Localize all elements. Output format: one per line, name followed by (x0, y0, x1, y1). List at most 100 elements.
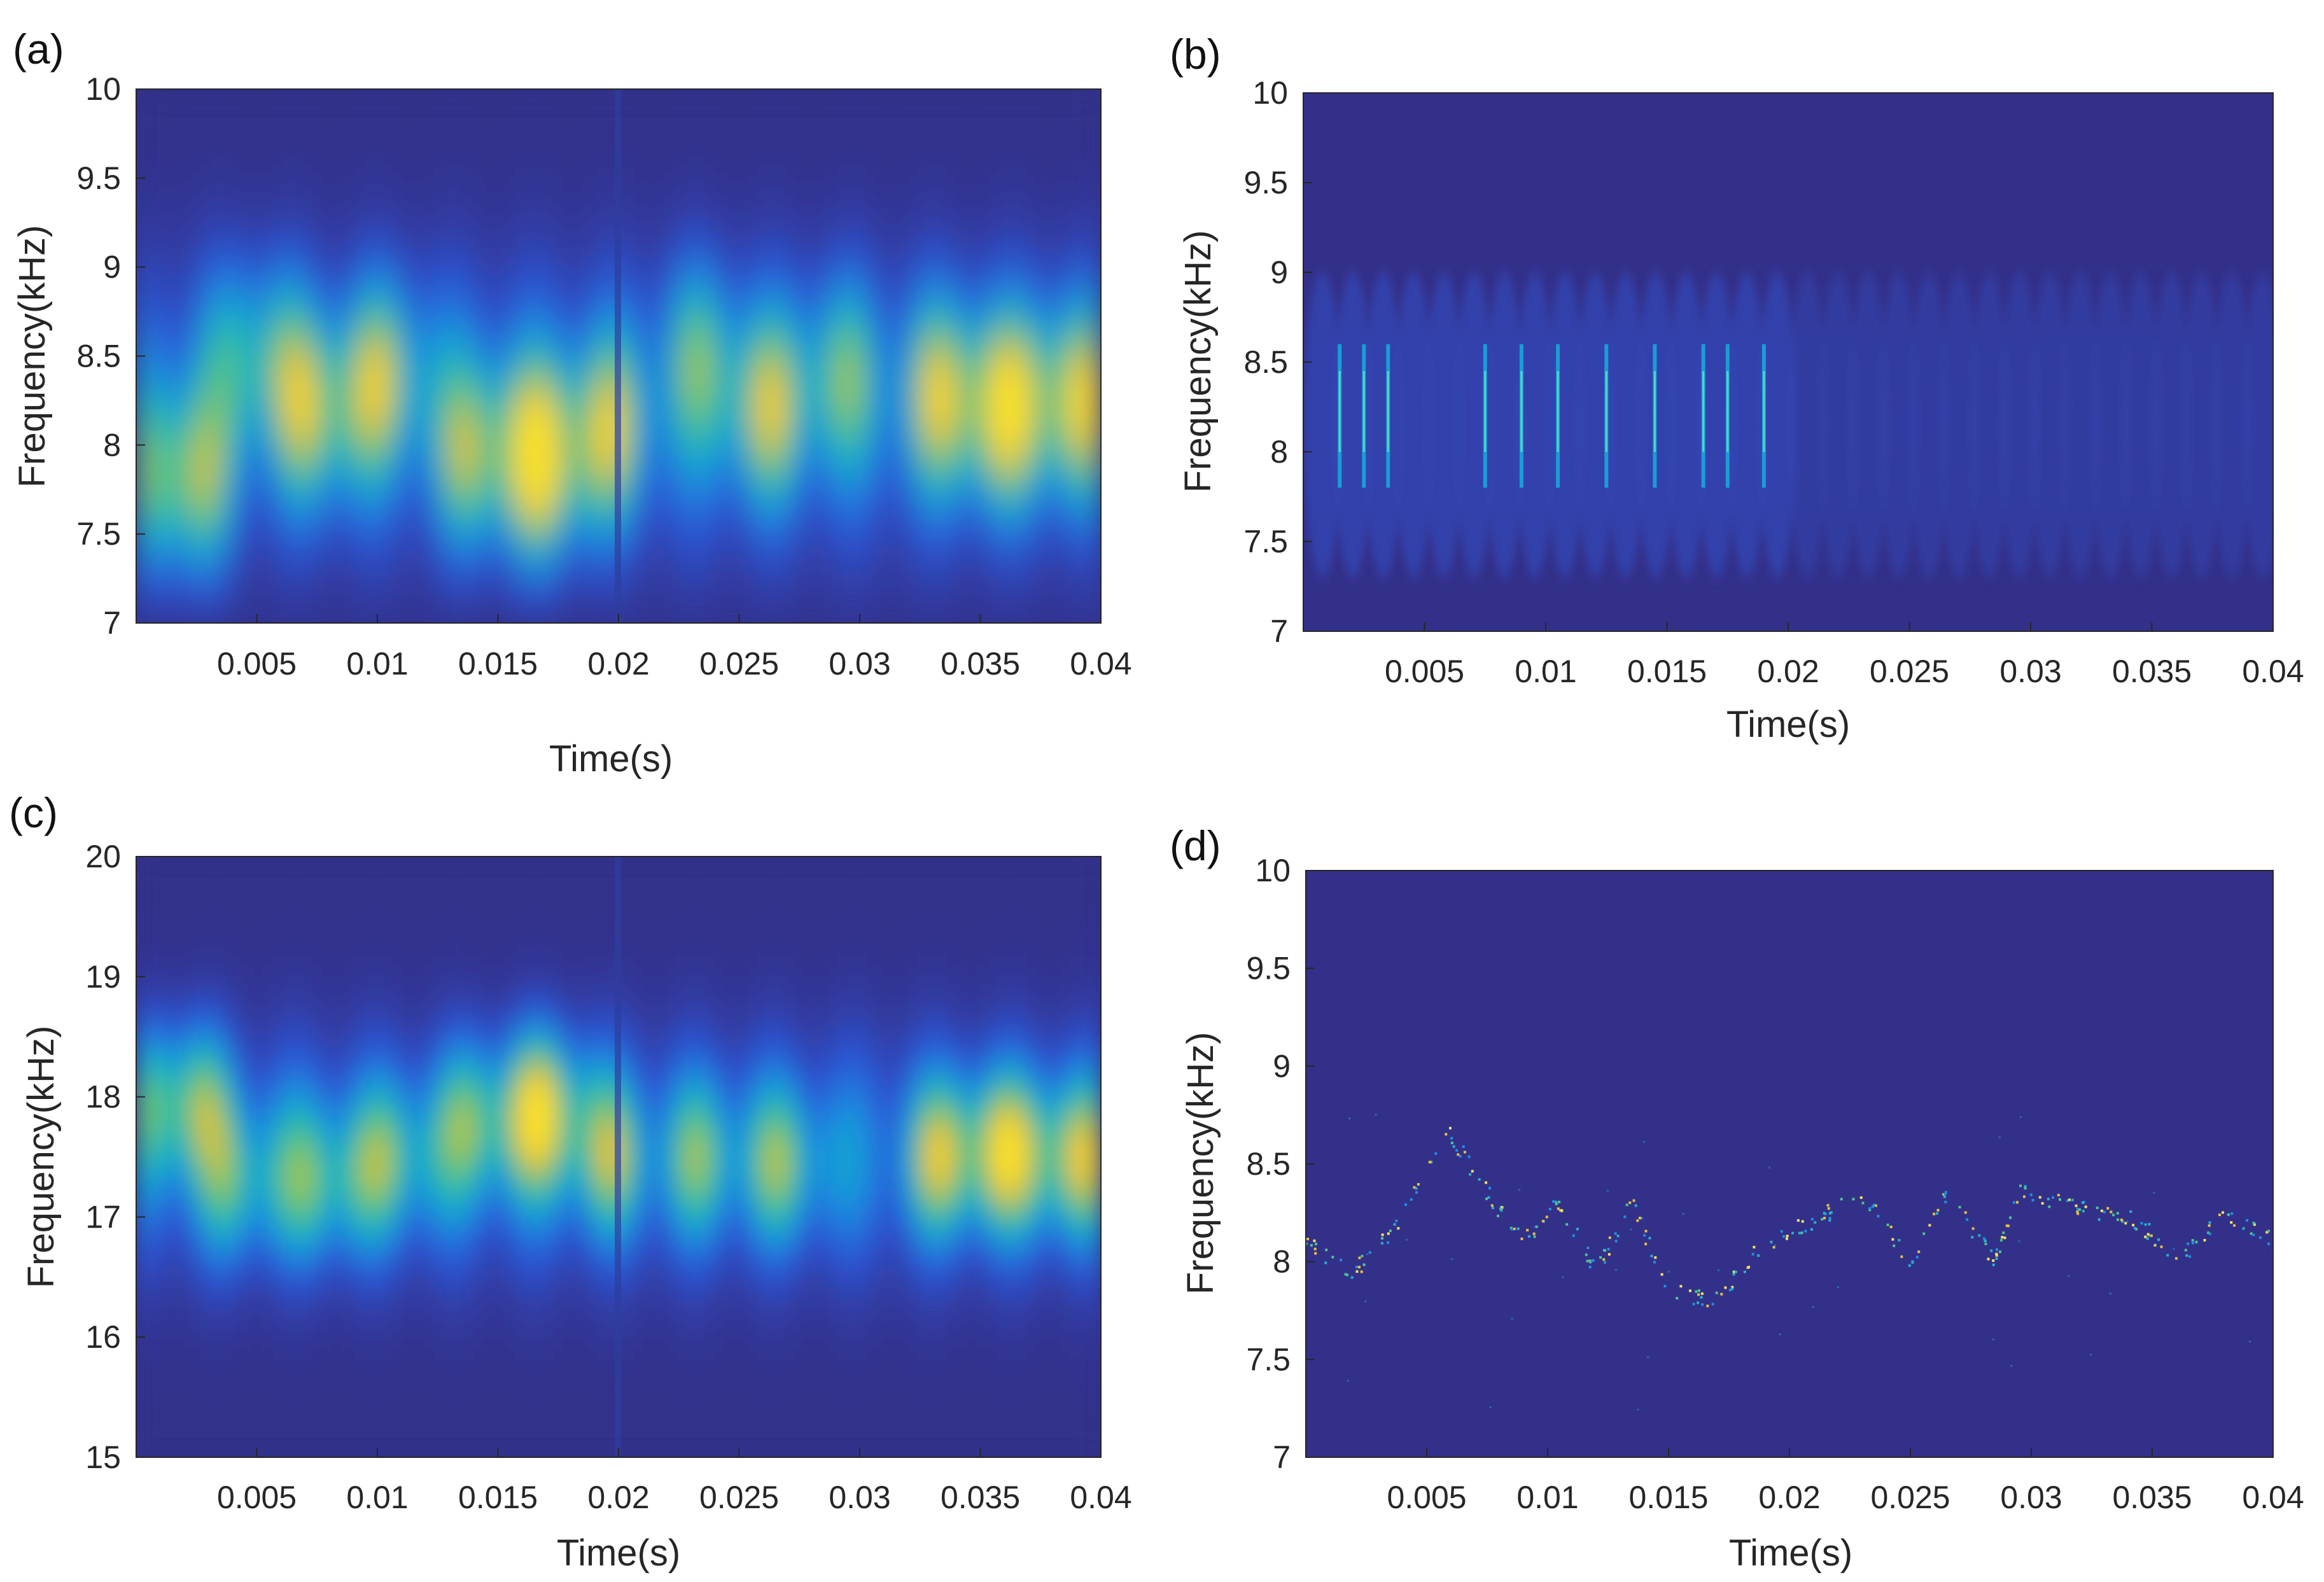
heatmap-cell (345, 409, 354, 419)
heatmap-cell (514, 543, 523, 553)
heatmap-cell (594, 178, 603, 188)
heatmap-cell (265, 240, 274, 250)
heatmap-cell (489, 204, 499, 214)
heatmap-cell (586, 284, 596, 295)
heatmap-cell (144, 98, 153, 108)
heatmap-cell (168, 142, 178, 152)
heatmap-cell (409, 596, 419, 606)
heatmap-cell (795, 195, 804, 206)
heatmap-cell (723, 116, 732, 125)
heatmap-cell (329, 258, 338, 268)
heatmap-cell (506, 98, 515, 108)
heatmap-cell (232, 89, 242, 99)
heatmap-cell (200, 133, 209, 143)
heatmap-cell (739, 534, 748, 544)
heatmap-cell (305, 454, 314, 464)
heatmap-cell (795, 98, 804, 108)
heatmap-cell (200, 204, 209, 214)
heatmap-cell (369, 240, 378, 250)
heatmap-cell (417, 89, 426, 99)
heatmap-cell (498, 293, 507, 304)
heatmap-cell (265, 534, 274, 544)
heatmap-cell (755, 276, 764, 286)
heatmap-cell (136, 195, 145, 206)
heatmap-cell (216, 107, 225, 116)
heatmap-cell (216, 605, 225, 615)
heatmap-cell (659, 596, 668, 606)
heatmap-cell (731, 561, 740, 571)
heatmap-cell (297, 472, 306, 482)
heatmap-cell (538, 169, 547, 179)
heatmap-cell (586, 516, 596, 526)
heatmap-cell (442, 284, 451, 295)
heatmap-cell (256, 195, 266, 206)
heatmap-cell (449, 124, 459, 134)
heatmap-cell (771, 561, 780, 571)
heatmap-cell (297, 356, 306, 366)
heatmap-cell (458, 195, 466, 206)
heatmap-cell (144, 516, 153, 526)
heatmap-cell (570, 489, 579, 500)
heatmap-cell (659, 570, 668, 580)
heatmap-cell (377, 142, 386, 152)
heatmap-cell (522, 614, 531, 623)
heatmap-cell (232, 578, 242, 589)
heatmap-cell (570, 98, 579, 108)
heatmap-cell (458, 480, 466, 491)
heatmap-cell (393, 258, 402, 268)
heatmap-cell (522, 436, 531, 446)
heatmap-cell (305, 302, 314, 312)
heatmap-cell (795, 418, 804, 428)
heatmap-cell (586, 160, 596, 170)
heatmap-cell (248, 347, 258, 357)
heatmap-cell (594, 293, 603, 304)
heatmap-cell (208, 89, 218, 99)
heatmap-cell (578, 596, 587, 606)
heatmap-cell (562, 436, 571, 446)
heatmap-cell (417, 195, 426, 206)
heatmap-cell (425, 587, 435, 598)
heatmap-cell (442, 534, 451, 544)
heatmap-cell (538, 338, 547, 348)
heatmap-cell (241, 142, 249, 152)
heatmap-cell (361, 302, 370, 312)
heatmap-cell (442, 107, 451, 116)
heatmap-cell (466, 382, 475, 393)
heatmap-cell (473, 374, 483, 384)
heatmap-cell (168, 133, 178, 143)
heatmap-cell (329, 195, 338, 206)
heatmap-cell (176, 454, 185, 464)
heatmap-cell (626, 107, 636, 116)
heatmap-cell (329, 213, 338, 223)
heatmap-cell (425, 151, 435, 161)
heatmap-cell (417, 436, 426, 446)
heatmap-cell (385, 231, 395, 241)
heatmap-cell (272, 436, 282, 446)
heatmap-cell (602, 391, 612, 402)
heatmap-cell (248, 614, 258, 623)
heatmap-cell (256, 249, 266, 259)
heatmap-cell (538, 596, 547, 606)
heatmap-cell (522, 267, 531, 277)
heatmap-cell (466, 213, 475, 223)
heatmap-cell (675, 418, 683, 428)
heatmap-cell (522, 587, 531, 598)
heatmap-cell (473, 320, 483, 330)
heatmap-cell (779, 311, 788, 321)
heatmap-cell (305, 311, 314, 321)
heatmap-cell (546, 436, 555, 446)
heatmap-cell (586, 311, 596, 321)
heatmap-cell (707, 258, 716, 268)
heatmap-cell (401, 195, 410, 206)
heatmap-cell (192, 605, 201, 615)
heatmap-cell (715, 116, 724, 125)
heatmap-cell (659, 89, 668, 99)
heatmap-cell (160, 489, 169, 500)
heatmap-cell (739, 418, 748, 428)
heatmap-cell (369, 552, 378, 562)
heatmap-cell (739, 169, 748, 179)
heatmap-cell (385, 427, 395, 437)
heatmap-cell (466, 249, 475, 259)
heatmap-cell (715, 293, 724, 304)
heatmap-cell (554, 186, 563, 197)
